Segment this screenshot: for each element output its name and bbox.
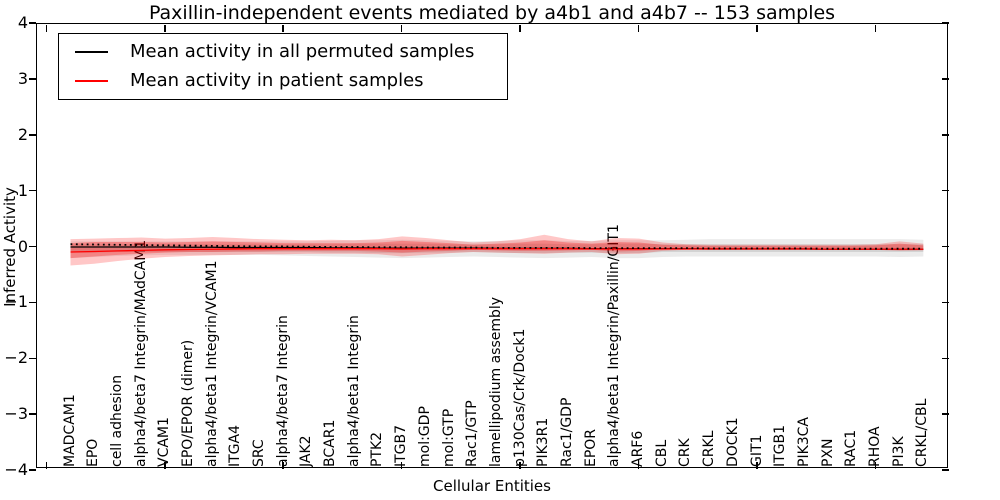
x-tick-mark-top [400, 24, 403, 32]
y-tick-mark-left [29, 301, 36, 304]
y-tick-mark-left [29, 22, 36, 24]
y-tick-mark-left [29, 469, 36, 471]
y-tick-mark-left [29, 357, 36, 359]
legend-entry-label: Mean activity in patient samples [130, 69, 424, 91]
x-tick-mark-bottom [45, 461, 48, 469]
y-tick-label: 1 [17, 180, 28, 200]
y-tick-mark-right [941, 413, 949, 415]
patient-mean-line [69, 247, 923, 253]
x-tick-mark-bottom [874, 461, 877, 469]
y-tick-label: −2 [4, 348, 28, 368]
y-tick-label: 0 [17, 236, 28, 256]
x-tick-mark-top [637, 24, 640, 32]
x-tick-mark-bottom [519, 461, 521, 469]
chart-title: Paxillin-independent events mediated by … [148, 2, 836, 24]
x-tick-mark-top [164, 24, 166, 32]
patient-line-swatch [75, 79, 108, 82]
x-tick-mark-bottom [756, 461, 758, 469]
permuted-line-swatch [75, 51, 108, 54]
x-tick-mark-bottom [637, 461, 640, 469]
x-tick-mark-bottom [164, 461, 166, 469]
patient-outer-band [70, 234, 923, 265]
y-tick-mark-right [941, 245, 949, 248]
y-tick-mark-right [941, 301, 949, 304]
y-tick-mark-right [941, 134, 949, 136]
permuted-upper-dotted-line [69, 242, 923, 250]
chart-canvas [69, 234, 923, 265]
y-tick-mark-right [941, 357, 949, 359]
y-tick-mark-left [29, 78, 36, 80]
legend-box: Mean activity in all permuted samples Me… [58, 33, 508, 100]
legend-entry-patient: Mean activity in patient samples [59, 69, 507, 91]
y-tick-mark-right [941, 469, 949, 471]
y-tick-label: −1 [4, 292, 28, 312]
y-tick-label: 2 [17, 124, 28, 144]
x-tick-mark-bottom [282, 461, 284, 469]
y-tick-mark-right [941, 78, 949, 80]
x-tick-mark-top [874, 24, 877, 32]
y-tick-label: 3 [17, 68, 28, 88]
legend-entry-permuted: Mean activity in all permuted samples [59, 42, 507, 62]
y-tick-mark-left [29, 134, 36, 136]
x-tick-mark-bottom [400, 461, 403, 469]
y-tick-mark-left [29, 413, 36, 415]
y-tick-label: −4 [4, 460, 28, 479]
y-tick-label: −3 [4, 404, 28, 424]
y-tick-mark-right [941, 189, 949, 192]
y-tick-label: 4 [17, 13, 28, 32]
legend-entry-label: Mean activity in all permuted samples [130, 41, 475, 63]
x-tick-mark-top [45, 24, 48, 32]
y-tick-mark-right [941, 22, 949, 24]
x-axis-title: Cellular Entities [433, 477, 551, 495]
y-tick-mark-left [29, 189, 36, 192]
y-tick-mark-left [29, 245, 36, 248]
x-tick-mark-top [282, 24, 284, 32]
x-tick-mark-top [756, 24, 758, 32]
x-tick-mark-top [519, 24, 521, 32]
